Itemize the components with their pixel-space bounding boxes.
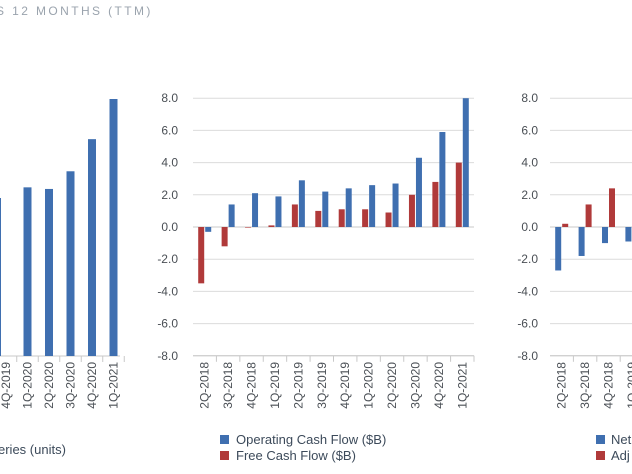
y-tick-label: -4.0 xyxy=(517,284,538,298)
bar-net xyxy=(578,227,585,256)
y-tick-label: 0.0 xyxy=(161,220,178,234)
y-tick-label: 0.0 xyxy=(521,220,538,234)
y-tick-label: -6.0 xyxy=(517,317,538,331)
y-tick-label: -6.0 xyxy=(157,317,178,331)
y-tick-label: 8.0 xyxy=(161,91,178,105)
y-tick-label: -4.0 xyxy=(157,284,178,298)
legend-swatch-free-cash-flow xyxy=(220,451,229,460)
x-category-label: 1Q-2021 xyxy=(107,362,121,409)
legend-label: eries (units) xyxy=(0,442,66,457)
x-category-label: 3Q-2018 xyxy=(221,362,235,409)
bar-series xyxy=(45,188,53,356)
x-category-label: 2Q-2018 xyxy=(198,362,212,409)
legend-swatch-net xyxy=(596,435,605,444)
bar-adj xyxy=(585,204,592,227)
bar-operating-cash-flow xyxy=(369,185,376,227)
bar-operating-cash-flow xyxy=(392,183,399,227)
bar-adj xyxy=(562,223,569,227)
legend-label-operating-cash-flow: Operating Cash Flow ($B) xyxy=(236,432,386,447)
y-tick-label: 4.0 xyxy=(521,156,538,170)
bar-operating-cash-flow xyxy=(228,204,235,227)
y-tick-label: -8.0 xyxy=(157,349,178,363)
bar-free-cash-flow xyxy=(291,204,298,227)
x-category-label: 1Q-2021 xyxy=(455,362,469,409)
x-category-label: 2Q-2019 xyxy=(291,362,305,409)
bar-operating-cash-flow xyxy=(275,196,282,227)
y-tick-label: 6.0 xyxy=(521,123,538,137)
bar-operating-cash-flow xyxy=(252,193,259,227)
y-tick-label: 2.0 xyxy=(161,188,178,202)
bar-series xyxy=(109,99,118,356)
legend-swatch-operating-cash-flow xyxy=(220,435,229,444)
bar-adj xyxy=(609,188,615,227)
x-category-label: 2Q-2020 xyxy=(385,362,399,409)
y-tick-label: 6.0 xyxy=(161,123,178,137)
bar-free-cash-flow xyxy=(315,210,322,227)
bar-operating-cash-flow xyxy=(415,157,422,227)
x-category-label: 4Q-2018 xyxy=(602,362,616,409)
y-tick-label: -2.0 xyxy=(517,252,538,266)
x-category-label: 3Q-2019 xyxy=(315,362,329,409)
y-tick-label: -8.0 xyxy=(517,349,538,363)
bar-series xyxy=(23,187,32,356)
y-tick-label: 4.0 xyxy=(161,156,178,170)
legend-swatch-adj xyxy=(596,451,605,460)
bar-free-cash-flow xyxy=(455,162,462,227)
legend-label-net: Net xyxy=(611,432,632,447)
bar-free-cash-flow xyxy=(362,209,369,227)
bar-free-cash-flow xyxy=(338,209,345,227)
x-category-label: 1Q-2019 xyxy=(625,362,632,409)
chart-section-header: S 12 MONTHS (TTM) xyxy=(0,4,153,18)
bar-operating-cash-flow xyxy=(205,227,212,232)
bar-free-cash-flow xyxy=(221,227,228,247)
bar-net xyxy=(625,227,632,242)
legend-label-free-cash-flow: Free Cash Flow ($B) xyxy=(236,448,356,463)
bar-operating-cash-flow xyxy=(462,98,469,227)
x-category-label: 1Q-2020 xyxy=(362,362,376,409)
x-category-label: 1Q-2019 xyxy=(268,362,282,409)
y-tick-label: 8.0 xyxy=(521,91,538,105)
y-tick-label: -2.0 xyxy=(157,252,178,266)
x-category-label: 2Q-2018 xyxy=(555,362,569,409)
bar-net xyxy=(555,227,562,271)
bar-free-cash-flow xyxy=(385,212,392,227)
bar-operating-cash-flow xyxy=(345,188,352,227)
legend-label-adj: Adj xyxy=(611,448,630,463)
x-category-label: 4Q-2019 xyxy=(338,362,352,409)
x-category-label: 4Q-2020 xyxy=(85,362,99,409)
x-category-label: 4Q-2018 xyxy=(245,362,259,409)
bar-series xyxy=(66,171,75,356)
x-category-label: 2Q-2020 xyxy=(42,362,56,409)
x-category-label: 3Q-2020 xyxy=(64,362,78,409)
bar-series-partial xyxy=(0,198,1,356)
y-tick-label: 2.0 xyxy=(521,188,538,202)
x-category-label: 4Q-2019 xyxy=(0,362,13,409)
bar-series xyxy=(88,139,96,356)
x-category-label: 1Q-2020 xyxy=(21,362,35,409)
bar-operating-cash-flow xyxy=(439,132,446,227)
bar-free-cash-flow xyxy=(432,181,439,227)
x-category-label: 3Q-2018 xyxy=(578,362,592,409)
bar-net xyxy=(602,227,608,244)
bar-operating-cash-flow xyxy=(322,191,329,227)
x-category-label: 3Q-2020 xyxy=(408,362,422,409)
bar-operating-cash-flow xyxy=(298,180,305,227)
bar-free-cash-flow xyxy=(245,227,252,228)
x-category-label: 4Q-2020 xyxy=(432,362,446,409)
bar-free-cash-flow xyxy=(198,227,205,284)
bar-free-cash-flow xyxy=(268,225,275,227)
bar-free-cash-flow xyxy=(408,194,415,227)
